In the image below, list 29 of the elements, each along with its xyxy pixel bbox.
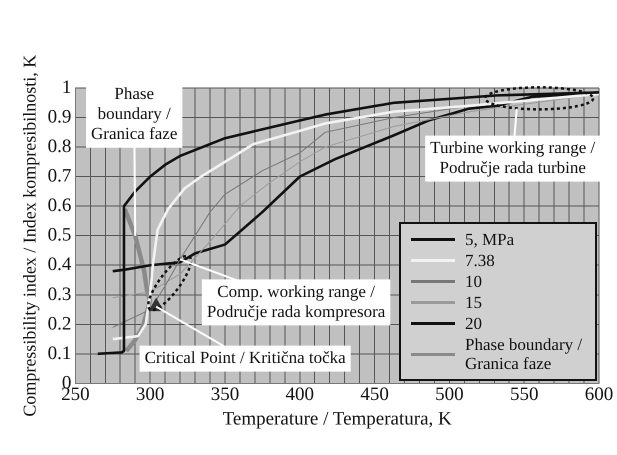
x-tick-label: 400 [286,384,314,405]
legend-label: 15 [465,293,482,312]
y-tick-label: 0.3 [48,284,72,305]
y-tick-label: 0.4 [48,254,72,276]
y-axis-title: Compressibility index / Index kompresibilnosti, K [20,54,40,417]
legend-label: 20 [465,314,482,334]
x-tick-label: 600 [584,384,614,405]
annotation: Comp. working range / Područje rada kompresora [206,282,386,321]
legend-label: 10 [465,272,482,292]
x-tick-label: 350 [210,384,240,405]
y-tick-label: 0.1 [48,342,72,364]
y-tick-label: 0.8 [48,136,72,158]
y-tick-label: 0.2 [48,313,72,334]
y-tick-label: 0.9 [48,106,72,128]
x-tick-label: 550 [510,384,538,405]
x-tick-label: 450 [360,384,389,405]
y-tick-label: 0.5 [48,224,72,246]
y-tick-label: 1 [62,76,72,98]
legend-label: Phase boundary / Granica faze [465,335,584,374]
y-tick-label: 0.6 [48,195,72,216]
x-tick-label: 300 [136,384,164,405]
x-axis-title: Temperature / Temperatura, K [222,408,452,430]
legend-label: 7.38 [465,251,495,270]
legend-label: 5, MPa [465,230,514,250]
annotation: Critical Point / Kritična točka [144,348,346,368]
annotation: Turbine working range / Područje rada turbine [430,138,596,178]
y-tick-label: 0.7 [48,166,72,187]
annotation: Phase boundary / Granica faze [91,84,178,144]
x-tick-label: 500 [435,384,464,405]
